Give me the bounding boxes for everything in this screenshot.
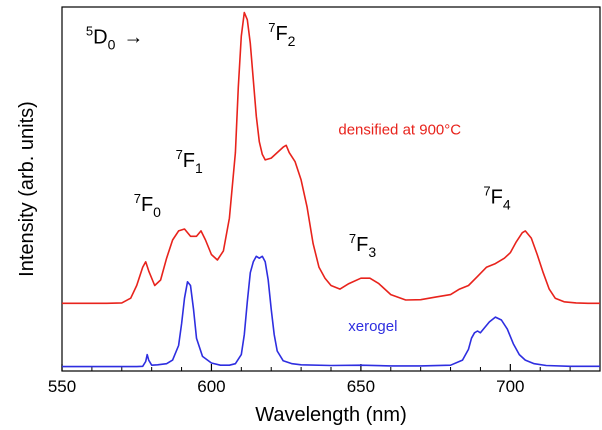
plot-frame	[62, 7, 600, 371]
x-tick-label: 550	[48, 377, 76, 396]
annotation-transition-5d0: 5D0 →	[86, 23, 143, 52]
y-axis-title: Intensity (arb. units)	[16, 101, 38, 277]
series-line-densified	[62, 13, 600, 304]
x-tick-label: 650	[347, 377, 375, 396]
x-axis-title: Wavelength (nm)	[255, 404, 407, 426]
annotation-f0: 7F0	[134, 191, 161, 220]
annotation-f2: 7F2	[268, 20, 295, 49]
annotation-f3: 7F3	[349, 231, 376, 260]
series-layer	[62, 13, 600, 367]
x-tick-label: 700	[496, 377, 524, 396]
series-label-densified: densified at 900°C	[338, 121, 461, 138]
series-line-xerogel	[62, 256, 600, 366]
x-tick-label: 600	[197, 377, 225, 396]
series-label-xerogel: xerogel	[348, 318, 397, 335]
annotation-layer: 5D0 → 7F0 7F1 7F2 7F3 7F4	[86, 20, 511, 260]
annotation-f4: 7F4	[483, 184, 510, 213]
annotation-f1: 7F1	[176, 147, 203, 176]
x-axis-ticks: 550 600 650 700	[48, 364, 570, 396]
